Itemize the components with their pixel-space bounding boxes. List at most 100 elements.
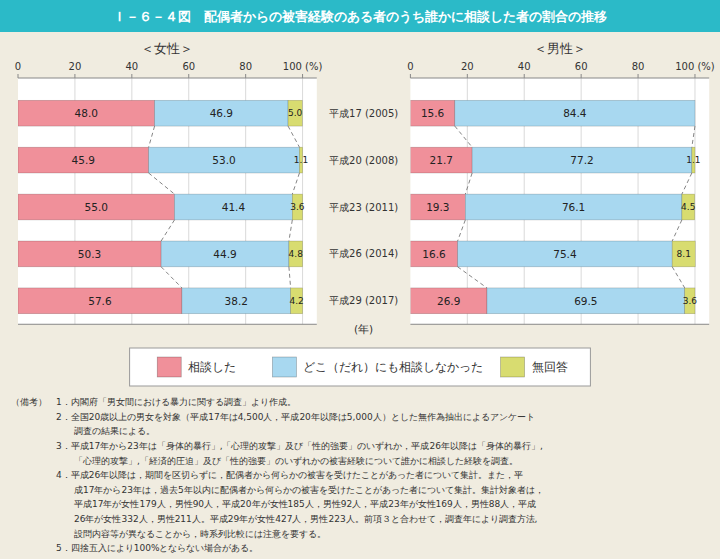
bar-segment <box>472 147 692 173</box>
legend-label: 相談した <box>188 360 236 374</box>
connector-line <box>288 126 299 147</box>
note: 成17年から23年は，過去5年以内に配偶者から何らかの被害を受けたことがあった者… <box>11 485 544 495</box>
bar-segment <box>288 100 302 126</box>
tick <box>410 74 411 78</box>
connector-line <box>161 267 182 288</box>
connector-line <box>682 173 692 194</box>
bar-segment <box>682 194 695 220</box>
data-label: 45.9 <box>72 154 95 166</box>
plot-area <box>410 78 709 324</box>
data-label: 46.9 <box>210 107 233 119</box>
data-label: 21.7 <box>430 154 453 166</box>
note: 設問内容等が異なることから，時系列比較には注意を要する。 <box>11 529 326 539</box>
data-label: 1.1 <box>686 155 700 165</box>
legend-swatch <box>157 357 181 377</box>
tick <box>581 74 582 78</box>
bar-segment <box>289 241 303 267</box>
data-label: 50.3 <box>78 248 101 260</box>
note: 26年が女性332人，男性211人。平成29年が女性427人，男性223人。前項… <box>11 514 537 524</box>
data-label: 1.1 <box>294 155 308 165</box>
data-label: 26.9 <box>437 295 460 307</box>
legend-box <box>130 348 591 386</box>
bar-segment <box>455 100 695 126</box>
bar-segment <box>182 288 291 314</box>
tick-label: 0 <box>407 61 413 72</box>
marks <box>410 100 695 313</box>
bar-segment <box>672 241 695 267</box>
tick-label: 40 <box>518 61 531 72</box>
bar-segment <box>465 194 682 220</box>
tick-label: 0 <box>15 61 21 72</box>
bar-segment <box>694 100 695 126</box>
data-label: 15.6 <box>421 107 445 119</box>
tick-label: 80 <box>632 61 645 72</box>
data-label: 77.2 <box>570 154 593 166</box>
data-label: 4.5 <box>681 202 695 212</box>
category-label: 平成26 (2014) <box>329 248 398 259</box>
connector-line <box>149 173 175 194</box>
axis-line <box>410 78 709 79</box>
bar-segment <box>410 241 457 267</box>
legend-swatch <box>501 357 525 377</box>
axis-label: (年) <box>354 323 373 335</box>
tick-label: 100 (%) <box>283 61 323 72</box>
note: 調査の結果による。 <box>11 426 155 436</box>
tick <box>131 74 132 78</box>
tick <box>467 74 468 78</box>
bottom-border <box>18 324 317 325</box>
bar-segment <box>410 288 487 314</box>
data-label: 53.0 <box>212 154 235 166</box>
category-label: 平成29 (2017) <box>329 295 398 306</box>
plot-area <box>18 78 317 324</box>
bar-segment <box>175 194 293 220</box>
tick <box>524 74 525 78</box>
category-label: 平成20 (2008) <box>329 155 398 166</box>
connector-line <box>458 220 466 241</box>
chart: Ｉ－６－４図 配偶者からの被害経験のある者のうち誰かに相談した者の割合の推移＜女… <box>0 0 720 559</box>
tick <box>18 74 19 78</box>
data-label: 3.6 <box>290 202 305 212</box>
connector-line <box>161 220 174 241</box>
data-label: 69.5 <box>574 295 597 307</box>
marks <box>18 100 303 313</box>
connector-line <box>289 267 291 288</box>
data-label: 16.6 <box>422 248 446 260</box>
connector-line <box>149 126 155 147</box>
tick <box>638 74 639 78</box>
bar-segment <box>487 288 685 314</box>
data-label: 55.0 <box>85 201 108 213</box>
legend-label: 無回答 <box>532 360 568 374</box>
bar-segment <box>18 241 161 267</box>
panel-title: ＜男性＞ <box>534 41 586 56</box>
axis-line <box>18 78 317 79</box>
background <box>0 0 720 559</box>
legend-label: どこ（だれ）にも相談しなかった <box>303 360 483 374</box>
tick <box>188 74 189 78</box>
title-bar <box>0 0 720 32</box>
note: （備考） 1．内閣府「男女間における暴力に関する調査」より作成。 <box>11 397 296 407</box>
connector-line <box>692 126 695 147</box>
tick <box>694 74 695 78</box>
tick-label: 40 <box>125 61 138 72</box>
connector-line <box>455 126 472 147</box>
data-label: 75.4 <box>553 248 577 260</box>
tick <box>302 74 303 78</box>
note: 3．平成17年から23年は「身体的暴行」,「心理的攻撃」及び「性的強要」のいずれ… <box>11 441 543 451</box>
bar-segment <box>458 241 673 267</box>
bar-segment <box>18 288 182 314</box>
note: 2．全国20歳以上の男女を対象（平成17年は4,500人，平成20年以降は5,0… <box>11 412 535 422</box>
connector-line <box>672 220 682 241</box>
bar-segment <box>410 100 454 126</box>
tick-label: 60 <box>182 61 195 72</box>
bar-segment <box>18 147 149 173</box>
data-label: 41.4 <box>222 201 246 213</box>
data-label: 19.3 <box>426 201 449 213</box>
bottom-border <box>410 324 709 325</box>
bar-segment <box>410 194 465 220</box>
panel: ＜女性＞020406080100 (%)48.045.955.050.357.6… <box>15 41 323 325</box>
connector-line <box>672 267 685 288</box>
data-label: 57.6 <box>88 295 112 307</box>
note: 平成17年が女性179人，男性90人，平成20年が女性185人，男性92人，平成… <box>11 499 536 509</box>
data-label: 3.6 <box>683 296 698 306</box>
data-labels: 15.621.719.316.626.984.477.276.175.469.5… <box>421 107 701 307</box>
